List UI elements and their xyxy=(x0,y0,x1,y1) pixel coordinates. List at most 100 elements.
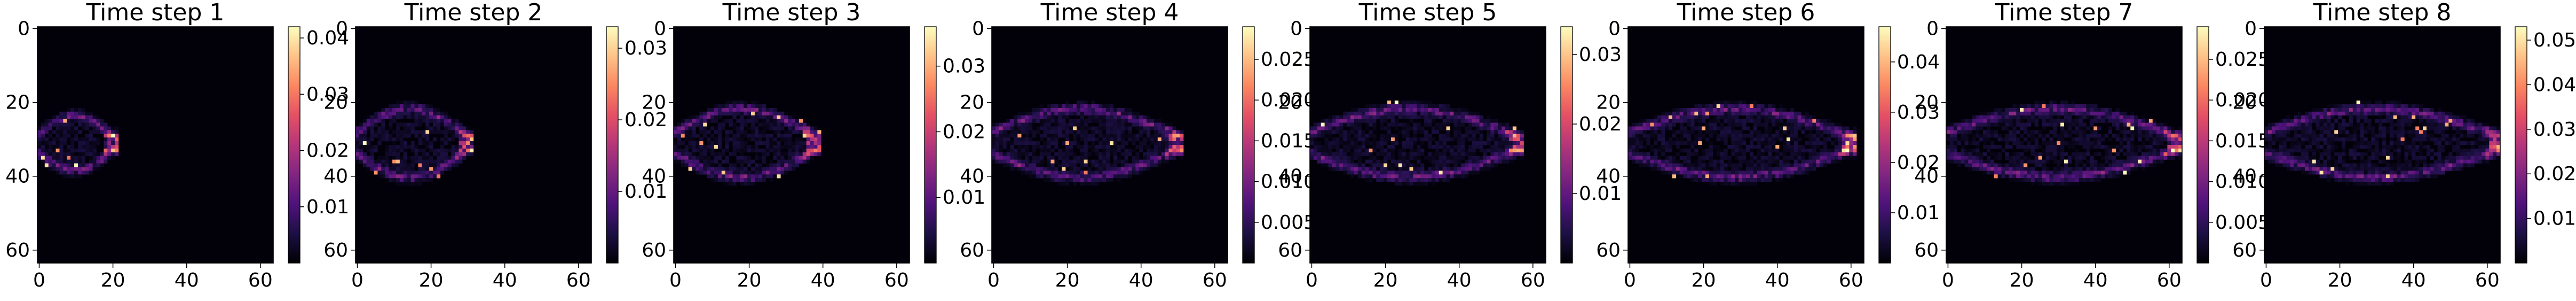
heatmap-cell xyxy=(1417,130,1421,134)
heatmap-cell xyxy=(1347,163,1351,167)
heatmap-cell xyxy=(1808,126,1813,130)
heatmap-cell xyxy=(52,115,56,119)
heatmap-cell xyxy=(1047,107,1051,112)
heatmap-cell xyxy=(1483,156,1487,160)
heatmap-cell xyxy=(355,137,360,142)
heatmap-cell xyxy=(1753,122,1757,127)
heatmap-cell xyxy=(2057,167,2061,171)
heatmap-cell xyxy=(1332,145,1336,149)
heatmap-cell xyxy=(1957,152,1961,156)
heatmap-cell xyxy=(710,134,715,138)
heatmap-cell xyxy=(1365,148,1369,153)
heatmap-cell xyxy=(692,163,696,167)
heatmap-cell xyxy=(1424,101,1428,105)
heatmap-cell xyxy=(100,159,104,164)
heatmap-cell xyxy=(1635,148,1639,153)
heatmap-cell xyxy=(1405,134,1410,138)
heatmap-cell xyxy=(1757,141,1761,145)
heatmap-cell xyxy=(1446,130,1450,134)
heatmap-cell xyxy=(429,145,433,149)
heatmap-cell xyxy=(1135,134,1140,138)
heatmap-cell xyxy=(729,101,733,105)
heatmap-cell xyxy=(758,122,762,127)
heatmap-cell xyxy=(2127,122,2131,127)
heatmap-cell xyxy=(2108,171,2113,175)
heatmap-cell xyxy=(2093,141,2098,145)
heatmap-cell xyxy=(1380,104,1384,109)
heatmap-cell xyxy=(77,171,82,175)
heatmap-cell xyxy=(792,126,796,130)
heatmap-cell xyxy=(2038,156,2042,160)
heatmap-cell xyxy=(1679,122,1684,127)
heatmap-cell xyxy=(1069,126,1073,130)
heatmap-cell xyxy=(1661,115,1665,119)
heatmap-cell xyxy=(1986,134,1991,138)
heatmap-cell xyxy=(1793,119,1798,123)
heatmap-cell xyxy=(1727,101,1732,105)
heatmap-cell xyxy=(1050,141,1055,145)
heatmap-cell xyxy=(1635,122,1639,127)
heatmap-cell xyxy=(1124,126,1128,130)
heatmap-cell xyxy=(59,148,64,153)
heatmap-cell xyxy=(2142,167,2146,171)
heatmap-cell xyxy=(1050,148,1055,153)
heatmap-cell xyxy=(1069,152,1073,156)
heatmap-cell xyxy=(2057,119,2061,123)
heatmap-cell xyxy=(703,148,707,153)
heatmap-cell xyxy=(2034,156,2038,160)
heatmap-cell xyxy=(2142,115,2146,119)
heatmap-cell xyxy=(1472,122,1476,127)
heatmap-cell xyxy=(1838,130,1842,134)
heatmap-cell xyxy=(1845,134,1850,138)
heatmap-cell xyxy=(1724,137,1728,142)
heatmap-cell xyxy=(1468,137,1473,142)
heatmap-cell xyxy=(1986,115,1991,119)
heatmap-cell xyxy=(1979,134,1984,138)
heatmap-cell xyxy=(1002,122,1007,127)
heatmap-cell xyxy=(1757,137,1761,142)
heatmap-cell xyxy=(1720,148,1724,153)
heatmap-cell xyxy=(2127,137,2131,142)
heatmap-cell xyxy=(2119,137,2123,142)
heatmap-cell xyxy=(1790,163,1795,167)
heatmap-cell xyxy=(410,159,415,164)
heatmap-cell xyxy=(1161,152,1165,156)
heatmap-cell xyxy=(1054,126,1058,130)
heatmap-cell xyxy=(2057,163,2061,167)
heatmap-cell xyxy=(2142,159,2146,164)
heatmap-cell xyxy=(1494,152,1498,156)
heatmap-cell xyxy=(1727,134,1732,138)
heatmap-cell xyxy=(1801,171,1805,175)
heatmap-cell xyxy=(699,130,704,134)
heatmap-cell xyxy=(1683,130,1687,134)
heatmap-cell xyxy=(795,152,800,156)
heatmap-cell xyxy=(1453,148,1458,153)
heatmap-cell xyxy=(1120,111,1125,115)
heatmap-cell xyxy=(1731,101,1735,105)
heatmap-cell xyxy=(2057,137,2061,142)
heatmap-cell xyxy=(399,134,404,138)
heatmap-cell xyxy=(1793,115,1798,119)
heatmap-cell xyxy=(1665,163,1669,167)
heatmap-cell xyxy=(754,119,759,123)
heatmap-cell xyxy=(1475,145,1480,149)
heatmap-cell xyxy=(2034,111,2038,115)
heatmap-cell xyxy=(374,148,378,153)
heatmap-cell xyxy=(1080,122,1084,127)
heatmap-cell xyxy=(436,152,441,156)
heatmap-cell xyxy=(1720,115,1724,119)
heatmap-cell xyxy=(81,163,86,167)
heatmap-cell xyxy=(1180,137,1184,142)
heatmap-cell xyxy=(1029,137,1033,142)
heatmap-cell xyxy=(2049,152,2053,156)
heatmap-cell xyxy=(67,119,71,123)
heatmap-cell xyxy=(63,167,67,171)
heatmap-cell xyxy=(2167,152,2171,156)
heatmap-cell xyxy=(1420,182,1425,186)
heatmap-cell xyxy=(1376,104,1380,109)
heatmap-cell xyxy=(81,145,86,149)
heatmap-cell xyxy=(2064,107,2068,112)
heatmap-cell xyxy=(2119,122,2123,127)
heatmap-cell xyxy=(1790,119,1795,123)
heatmap-cell xyxy=(1949,156,1954,160)
